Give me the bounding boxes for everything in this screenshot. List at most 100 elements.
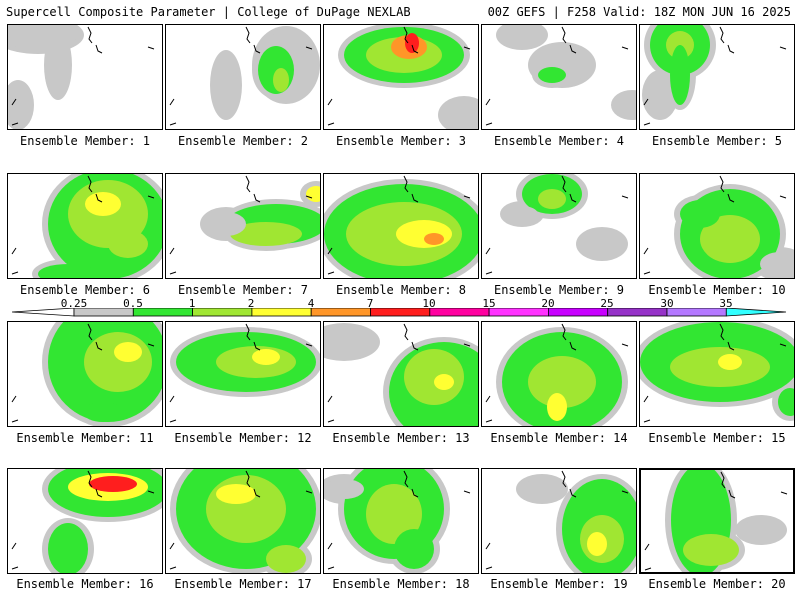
field-contour bbox=[444, 101, 478, 129]
member-map-12[interactable] bbox=[165, 321, 321, 427]
colorbar-label: 7 bbox=[366, 297, 374, 310]
member-map-15[interactable] bbox=[639, 321, 795, 427]
field-contour bbox=[89, 476, 137, 492]
field-contour bbox=[587, 532, 607, 556]
field-contour bbox=[216, 484, 256, 504]
member-label-5: Ensemble Member: 5 bbox=[651, 134, 783, 148]
field-contour bbox=[424, 233, 444, 245]
field-contour bbox=[50, 35, 66, 95]
member-map-11[interactable] bbox=[7, 321, 163, 427]
member-label-10: Ensemble Member: 10 bbox=[648, 283, 786, 297]
member-map-2[interactable] bbox=[165, 24, 321, 130]
field-contour bbox=[114, 342, 142, 362]
member-map-20[interactable] bbox=[639, 468, 795, 574]
field-contour bbox=[760, 252, 794, 276]
member-label-9: Ensemble Member: 9 bbox=[493, 283, 625, 297]
field-contour bbox=[648, 75, 672, 115]
field-contour bbox=[206, 475, 286, 543]
member-label-2: Ensemble Member: 2 bbox=[177, 134, 309, 148]
field-contour bbox=[528, 356, 596, 408]
valid-time-title: 00Z GEFS | F258 Valid: 18Z MON JUN 16 20… bbox=[487, 5, 791, 19]
field-contour bbox=[206, 212, 246, 236]
member-label-6: Ensemble Member: 6 bbox=[19, 283, 151, 297]
colorbar-label: 2 bbox=[247, 297, 255, 310]
member-map-14[interactable] bbox=[481, 321, 637, 427]
member-map-13[interactable] bbox=[323, 321, 479, 427]
field-contour bbox=[324, 328, 374, 356]
coastline bbox=[327, 470, 471, 570]
member-label-7: Ensemble Member: 7 bbox=[177, 283, 309, 297]
field-contour bbox=[538, 189, 566, 209]
field-contour bbox=[434, 374, 454, 390]
colorbar-cell bbox=[73, 308, 134, 317]
member-label-4: Ensemble Member: 4 bbox=[493, 134, 625, 148]
field-contour bbox=[670, 45, 690, 105]
field-contour bbox=[366, 484, 422, 544]
field-contour bbox=[8, 85, 28, 125]
coastline bbox=[327, 323, 471, 423]
member-label-1: Ensemble Member: 1 bbox=[19, 134, 151, 148]
colorbar-cell bbox=[310, 308, 371, 317]
coastline bbox=[643, 26, 787, 126]
member-map-8[interactable] bbox=[323, 173, 479, 279]
member-label-13: Ensemble Member: 13 bbox=[332, 431, 470, 445]
colorbar-arrow-low bbox=[12, 308, 75, 317]
coastline bbox=[11, 26, 155, 126]
colorbar-label: 15 bbox=[482, 297, 496, 310]
field-contour bbox=[683, 534, 739, 566]
colorbar-cell bbox=[548, 308, 609, 317]
field-contour bbox=[48, 523, 88, 573]
field-contour bbox=[38, 264, 98, 278]
colorbar-cell bbox=[192, 308, 253, 317]
member-map-5[interactable] bbox=[639, 24, 795, 130]
member-map-9[interactable] bbox=[481, 173, 637, 279]
field-contour bbox=[252, 349, 280, 365]
field-contour bbox=[396, 220, 452, 248]
field-contour bbox=[230, 222, 302, 246]
member-map-18[interactable] bbox=[323, 468, 479, 574]
coastline bbox=[11, 470, 155, 570]
colorbar-label: 1 bbox=[188, 297, 196, 310]
colorbar-label: 4 bbox=[307, 297, 315, 310]
member-label-11: Ensemble Member: 11 bbox=[16, 431, 154, 445]
colorbar-cell bbox=[251, 308, 312, 317]
colorbar-cell bbox=[429, 308, 490, 317]
field-contour bbox=[84, 332, 152, 392]
field-contour bbox=[216, 55, 236, 115]
coastline bbox=[11, 175, 155, 275]
coastline bbox=[643, 175, 787, 275]
colorbar bbox=[12, 308, 787, 317]
member-map-3[interactable] bbox=[323, 24, 479, 130]
member-label-15: Ensemble Member: 15 bbox=[648, 431, 786, 445]
field-contour bbox=[404, 349, 464, 405]
member-map-6[interactable] bbox=[7, 173, 163, 279]
field-contour bbox=[502, 25, 542, 45]
coastline bbox=[169, 175, 313, 275]
member-map-7[interactable] bbox=[165, 173, 321, 279]
coastline bbox=[485, 26, 629, 126]
member-map-4[interactable] bbox=[481, 24, 637, 130]
coastline bbox=[485, 323, 629, 423]
field-contour bbox=[522, 479, 562, 499]
coastline bbox=[644, 471, 788, 571]
colorbar-cell bbox=[607, 308, 668, 317]
field-contour bbox=[394, 529, 434, 569]
colorbar-label: 35 bbox=[719, 297, 733, 310]
field-contour bbox=[266, 545, 306, 573]
member-map-16[interactable] bbox=[7, 468, 163, 574]
coastline bbox=[169, 26, 313, 126]
colorbar-label: 0.5 bbox=[123, 297, 143, 310]
colorbar-cell bbox=[132, 308, 194, 317]
member-map-19[interactable] bbox=[481, 468, 637, 574]
member-map-10[interactable] bbox=[639, 173, 795, 279]
field-contour bbox=[718, 354, 742, 370]
colorbar-label: 25 bbox=[600, 297, 614, 310]
member-label-12: Ensemble Member: 12 bbox=[174, 431, 312, 445]
field-contour bbox=[547, 393, 567, 421]
member-map-1[interactable] bbox=[7, 24, 163, 130]
member-label-20: Ensemble Member: 20 bbox=[648, 577, 786, 591]
member-map-17[interactable] bbox=[165, 468, 321, 574]
member-label-14: Ensemble Member: 14 bbox=[490, 431, 628, 445]
coastline bbox=[11, 323, 155, 423]
colorbar-arrow-high bbox=[725, 308, 787, 317]
